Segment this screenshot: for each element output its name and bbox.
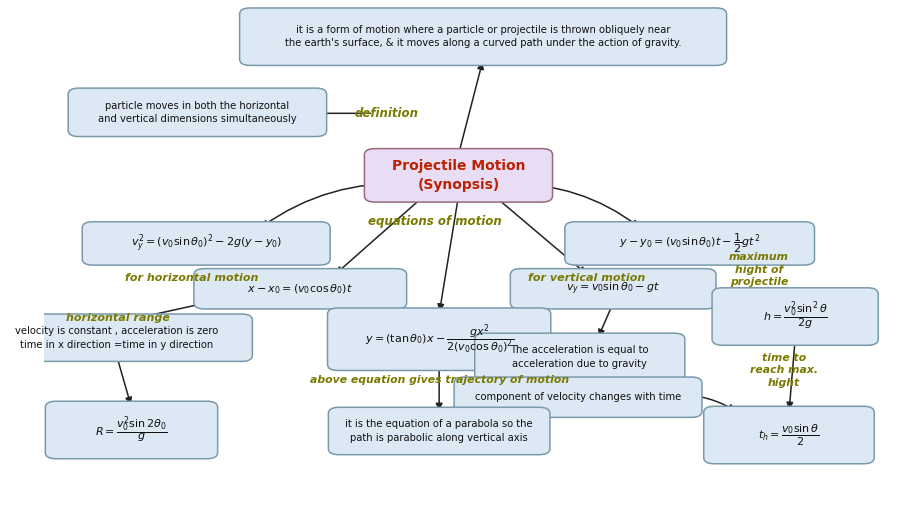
- FancyBboxPatch shape: [327, 308, 551, 371]
- Text: $y-y_0=(v_0\sin\theta_0)t-\dfrac{1}{2}gt^2$: $y-y_0=(v_0\sin\theta_0)t-\dfrac{1}{2}gt…: [619, 232, 760, 255]
- Text: it is the equation of a parabola so the
path is parabolic along vertical axis: it is the equation of a parabola so the …: [346, 419, 533, 443]
- Text: time to
reach max.
hight: time to reach max. hight: [749, 353, 818, 388]
- FancyBboxPatch shape: [475, 333, 685, 381]
- FancyBboxPatch shape: [0, 314, 252, 361]
- Text: equations of motion: equations of motion: [368, 215, 502, 228]
- Text: above equation gives trajectory of motion: above equation gives trajectory of motio…: [310, 375, 568, 384]
- Text: $h=\dfrac{v_0^2\sin^2\theta}{2g}$: $h=\dfrac{v_0^2\sin^2\theta}{2g}$: [762, 300, 828, 333]
- FancyBboxPatch shape: [712, 288, 878, 345]
- Text: for horizontal motion: for horizontal motion: [125, 273, 258, 283]
- FancyBboxPatch shape: [704, 406, 874, 464]
- Text: velocity is constant , acceleration is zero
time in x direction =time in y direc: velocity is constant , acceleration is z…: [15, 326, 218, 349]
- FancyBboxPatch shape: [68, 88, 326, 136]
- FancyBboxPatch shape: [45, 401, 218, 459]
- Text: definition: definition: [355, 107, 419, 120]
- FancyBboxPatch shape: [364, 149, 553, 202]
- FancyBboxPatch shape: [565, 222, 814, 265]
- Text: component of velocity changes with time: component of velocity changes with time: [475, 392, 681, 402]
- FancyBboxPatch shape: [82, 222, 330, 265]
- Text: The acceleration is equal to
acceleration due to gravity: The acceleration is equal to acceleratio…: [511, 345, 649, 369]
- Text: particle moves in both the horizontal
and vertical dimensions simultaneously: particle moves in both the horizontal an…: [98, 100, 297, 124]
- Text: Projectile Motion
(Synopsis): Projectile Motion (Synopsis): [392, 159, 525, 192]
- Text: $v_y=v_0\sin\theta_0-gt$: $v_y=v_0\sin\theta_0-gt$: [566, 280, 661, 297]
- Text: $y=(\tan\theta_0)x-\dfrac{gx^2}{2(v_0\cos\theta_0)^2}$: $y=(\tan\theta_0)x-\dfrac{gx^2}{2(v_0\co…: [365, 322, 514, 356]
- Text: $t_h=\dfrac{v_0\sin\theta}{2}$: $t_h=\dfrac{v_0\sin\theta}{2}$: [759, 422, 820, 448]
- Text: it is a form of motion where a particle or projectile is thrown obliquely near
t: it is a form of motion where a particle …: [285, 25, 681, 49]
- FancyBboxPatch shape: [454, 377, 702, 417]
- Text: $x-x_0=(v_0\cos\theta_0)t$: $x-x_0=(v_0\cos\theta_0)t$: [248, 282, 353, 296]
- FancyBboxPatch shape: [194, 269, 407, 309]
- FancyBboxPatch shape: [239, 8, 726, 65]
- Text: horizontal range: horizontal range: [67, 313, 170, 323]
- FancyBboxPatch shape: [510, 269, 716, 309]
- Text: $v_y^2=(v_0\sin\theta_0)^2-2g(y-y_0)$: $v_y^2=(v_0\sin\theta_0)^2-2g(y-y_0)$: [130, 232, 282, 255]
- FancyBboxPatch shape: [328, 407, 550, 455]
- Text: for vertical motion: for vertical motion: [529, 273, 646, 283]
- Text: maximum
hight of
projectile: maximum hight of projectile: [729, 252, 789, 287]
- Text: $R=\dfrac{v_0^2\sin 2\theta_0}{g}$: $R=\dfrac{v_0^2\sin 2\theta_0}{g}$: [95, 414, 168, 446]
